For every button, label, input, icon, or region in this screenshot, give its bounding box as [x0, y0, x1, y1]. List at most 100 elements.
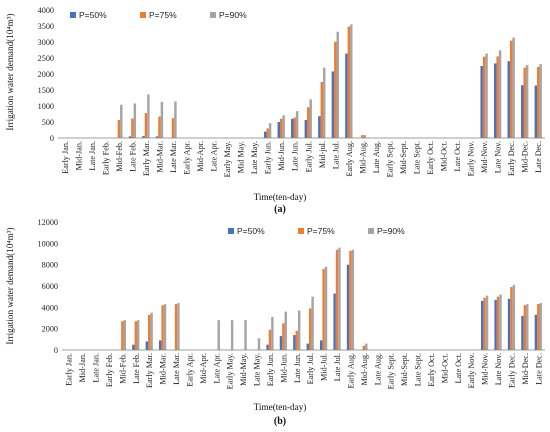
chart-a-bar: [361, 135, 364, 138]
chart-b-y-tick-label: 0: [54, 346, 58, 355]
chart-b-x-tick-label: Late Oct.: [454, 353, 463, 383]
chart-b-bar: [244, 320, 247, 350]
chart-b-bar: [485, 295, 489, 350]
chart-b-bar: [320, 340, 323, 350]
chart-a-y-tick-label: 3000: [38, 38, 54, 47]
chart-b-bar: [481, 300, 484, 350]
chart-a-y-tick-label: 1500: [38, 86, 54, 95]
chart-b-x-tick-label: Late Jul.: [333, 353, 342, 381]
chart-b-x-tick-label: Late Jun.: [293, 353, 302, 383]
chart-b-bar: [174, 304, 178, 350]
chart-b-bar: [266, 344, 269, 350]
chart-b-x-tick-label: Late Mar.: [172, 353, 181, 385]
chart-a-x-tick-label: Early Nov.: [467, 141, 476, 176]
chart-a-legend-swatch: [70, 12, 76, 18]
chart-a-bar: [266, 128, 269, 138]
chart-a-y-tick-label: 4000: [38, 6, 54, 15]
chart-a-bar: [307, 107, 310, 138]
chart-a-bar: [347, 26, 351, 138]
chart-a-legend-label: P=90%: [219, 10, 247, 20]
chart-b-legend-swatch: [228, 228, 234, 234]
chart-b-bar: [177, 303, 180, 350]
chart-a-bar: [512, 37, 515, 138]
chart-a-bar: [498, 50, 502, 138]
chart-a-bar: [144, 113, 148, 138]
chart-a-bar: [131, 118, 134, 138]
chart-b-x-tick-label: Early Jan.: [65, 353, 74, 386]
chart-a-bar: [268, 123, 272, 138]
chart-a-x-tick-label: Mid-Oct.: [440, 141, 449, 171]
chart-b-bar: [284, 311, 287, 350]
chart-a-x-tick-label: Early Dec.: [507, 141, 516, 176]
chart-a-x-tick-label: Late Jul.: [331, 141, 340, 169]
chart-b-bar: [293, 335, 296, 350]
chart-b-bar: [132, 344, 135, 350]
chart-b-y-tick-label: 8000: [42, 261, 58, 270]
chart-a-y-tick-label: 500: [42, 118, 54, 127]
chart-b-x-tick-label: Late Jan.: [92, 353, 101, 383]
chart-a-bar: [142, 136, 145, 138]
chart-a-x-tick-label: Late Apr.: [210, 141, 219, 171]
chart-b-x-tick-label: Early Dec.: [507, 353, 516, 388]
chart-b-x-tick-label: Mid-Aug.: [360, 353, 369, 386]
chart-a-x-tick-label: Mid-jul.: [318, 141, 327, 168]
chart-b-bar: [523, 305, 527, 350]
chart-a-x-tick-label: Early Aug.: [345, 141, 354, 176]
chart-b-legend-label: P=90%: [377, 226, 405, 236]
chart-b-bar: [483, 297, 486, 350]
chart-b-legend-label: P=50%: [237, 226, 265, 236]
chart-a-bar: [521, 85, 524, 138]
chart-b-x-tick-label: Early Aug.: [346, 353, 355, 388]
chart-a-bar: [318, 116, 321, 138]
chart-b-x-tick-label: Mid-Apr.: [199, 353, 208, 384]
chart-a-x-tick-label: Early Apr.: [183, 141, 192, 175]
chart-a-bar: [264, 131, 267, 138]
chart-a-bar: [336, 31, 339, 138]
chart-b-x-tick-label: Early Jul.: [306, 353, 315, 384]
chart-b-bar: [159, 340, 162, 350]
chart-a-bar: [480, 66, 483, 138]
chart-b-x-tick-label: Mid-Nov.: [481, 353, 490, 385]
chart-b-bar: [121, 321, 124, 350]
chart-a-bar: [523, 67, 526, 138]
chart-b-bar: [539, 303, 542, 350]
chart-b-bar: [279, 336, 283, 350]
chart-a-bar: [363, 135, 367, 138]
chart-b-x-tick-label: Early Oct.: [427, 353, 436, 387]
chart-b-bar: [526, 304, 529, 350]
chart-a-bar: [293, 117, 296, 138]
chart-b-bar: [123, 320, 126, 350]
chart-b-x-tick-label: Mid-May.: [239, 353, 248, 386]
chart-b-x-tick-label: Early Nov.: [467, 353, 476, 388]
chart-b-x-tick-label: Early Mar.: [145, 353, 154, 388]
chart-a-x-tick-label: Mid-Dec.: [521, 141, 530, 173]
chart-a-bar: [334, 41, 337, 138]
chart-b-bar: [282, 323, 285, 350]
chart-b-x-tick-label: Mid-Jul.: [320, 353, 329, 381]
chart-b-x-tick-label: Early Sept.: [387, 353, 396, 389]
chart-b-bar: [365, 343, 368, 350]
chart-a-bar: [160, 101, 164, 138]
chart-a-x-tick-label: Late Feb.: [128, 141, 137, 172]
chart-a-y-tick-label: 2000: [38, 70, 54, 79]
chart-b-x-tick-label: Late Aug.: [373, 353, 382, 385]
chart-b-bar: [351, 249, 355, 350]
chart-b-bar: [333, 293, 336, 350]
chart-b-x-tick-label: Late Sept.: [414, 353, 423, 386]
chart-a-bar: [507, 61, 510, 139]
chart-a-legend-swatch: [140, 12, 146, 18]
chart-a-bar: [147, 94, 150, 138]
chart-a-bar: [539, 64, 542, 138]
chart-a-x-tick-label: Mid May.: [237, 141, 246, 173]
chart-b-bar: [534, 314, 538, 350]
chart-a-x-tick-label: Late Dec.: [534, 141, 543, 173]
chart-b-x-tick-label: Mid-Feb.: [118, 353, 127, 384]
chart-b-x-tick-label: Mid-Jun.: [279, 353, 288, 383]
chart-b-bar: [161, 305, 164, 350]
chart-a-panel-label: (a): [274, 204, 286, 215]
chart-b-bar: [521, 315, 524, 350]
chart-a-x-tick-label: Late Nov.: [494, 141, 503, 173]
chart-a-x-tick-label: Mid-Mar.: [155, 141, 164, 173]
chart-a-x-tick-label: Early Jan.: [61, 141, 70, 174]
